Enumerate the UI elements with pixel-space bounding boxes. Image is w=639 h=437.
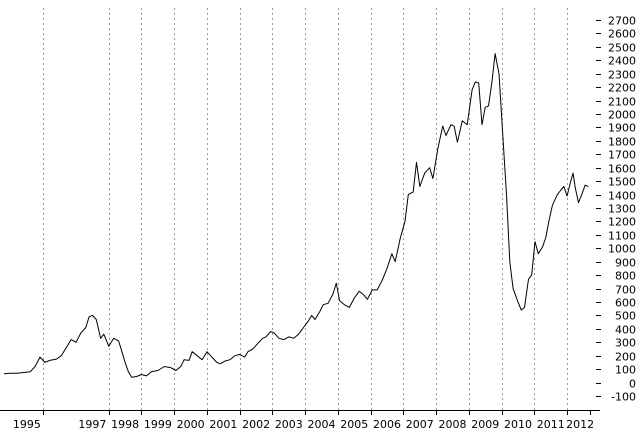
- y-tick-label: 2200: [608, 82, 636, 95]
- y-tick-label: 1400: [608, 190, 636, 203]
- y-tick-label: 600: [615, 297, 636, 310]
- x-tick-label: 2002: [242, 418, 270, 431]
- y-tick-label: 100: [615, 364, 636, 377]
- y-tick-label: 1200: [608, 216, 636, 229]
- y-tick-label: 2100: [608, 96, 636, 109]
- x-tick-label: 1999: [144, 418, 172, 431]
- y-tick-label: 1500: [608, 176, 636, 189]
- y-tick-label: 300: [615, 337, 636, 350]
- x-tick-label: 2006: [373, 418, 401, 431]
- x-tick-label: 2003: [275, 418, 303, 431]
- y-tick-label: 2700: [608, 15, 636, 28]
- y-tick-label: 700: [615, 284, 636, 297]
- y-tick-label: -100: [611, 391, 636, 404]
- y-tick-label: 1800: [608, 136, 636, 149]
- x-tick-label: 2009: [471, 418, 499, 431]
- tick-labels: 1995 1997 1998 1999 2000 2001 2002 2003 2004 2005…: [13, 15, 636, 432]
- y-tick-label: 1900: [608, 122, 636, 135]
- x-tick-label: 2007: [406, 418, 434, 431]
- axes: [0, 20, 601, 415]
- y-tick-label: 1600: [608, 163, 636, 176]
- y-tick-label: 2000: [608, 109, 636, 122]
- x-tick-label: 1997: [78, 418, 106, 431]
- y-tick-label: 500: [615, 310, 636, 323]
- y-tick-label: 400: [615, 324, 636, 337]
- y-tick-label: 800: [615, 270, 636, 283]
- y-tick-label: 1000: [608, 243, 636, 256]
- y-tick-label: 2300: [608, 69, 636, 82]
- y-tick-label: 2500: [608, 42, 636, 55]
- series-line: [3, 53, 589, 378]
- x-tick-label: 2004: [308, 418, 336, 431]
- y-tick-label: 0: [629, 378, 636, 391]
- y-tick-label: 2600: [608, 28, 636, 41]
- x-tick-label: 2011: [537, 418, 565, 431]
- series-layer: [3, 53, 589, 378]
- x-tick-label: 2000: [177, 418, 205, 431]
- y-tick-label: 1700: [608, 149, 636, 162]
- x-tick-label: 2010: [504, 418, 532, 431]
- y-tick-label: 900: [615, 257, 636, 270]
- x-tick-label: 1995: [13, 418, 41, 431]
- x-tick-label: 2005: [340, 418, 368, 431]
- y-tick-label: 2400: [608, 55, 636, 68]
- x-tick-label: 2001: [209, 418, 237, 431]
- x-tick-label: 2012: [566, 418, 594, 431]
- x-tick-label: 2008: [439, 418, 467, 431]
- y-tick-label: 200: [615, 351, 636, 364]
- y-tick-label: 1300: [608, 203, 636, 216]
- grid-lines: [43, 8, 568, 410]
- y-tick-label: 1100: [608, 230, 636, 243]
- x-tick-label: 1998: [111, 418, 139, 431]
